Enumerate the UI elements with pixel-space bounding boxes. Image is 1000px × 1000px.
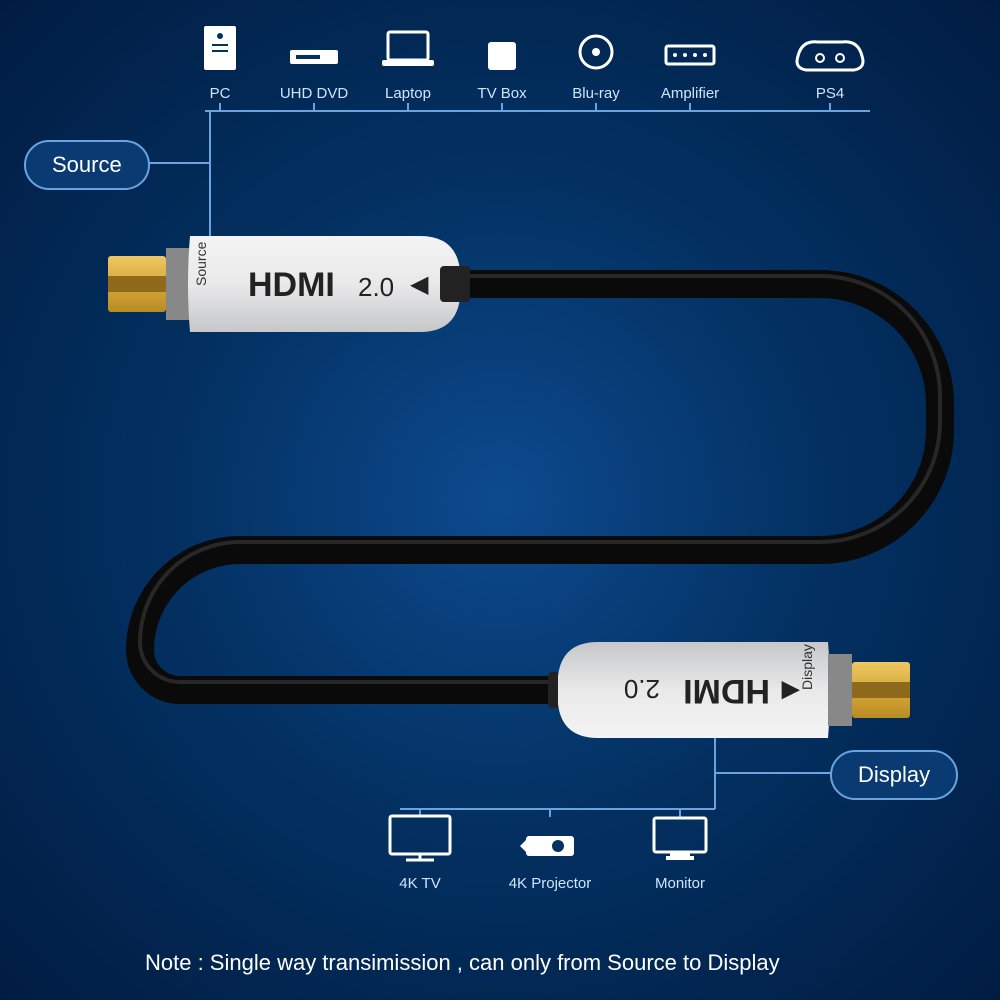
svg-text:Display: Display: [799, 644, 815, 690]
bluray-icon: [580, 36, 612, 68]
source-item-label: TV Box: [452, 85, 552, 102]
ps4-icon: [797, 42, 863, 70]
display-item-label: Monitor: [630, 875, 730, 892]
amp-icon: [666, 46, 714, 64]
monitor-icon: [654, 818, 706, 860]
svg-text:◀: ◀: [781, 678, 800, 705]
tvbox-icon: [488, 42, 516, 70]
display-item-label: 4K TV: [370, 875, 470, 892]
source-item-label: PS4: [780, 85, 880, 102]
display-item-label: 4K Projector: [500, 875, 600, 892]
laptop-icon: [382, 32, 434, 66]
svg-text:HDMI: HDMI: [683, 672, 770, 710]
svg-text:HDMI: HDMI: [248, 266, 335, 304]
svg-text:2.0: 2.0: [624, 674, 660, 704]
svg-text:◀: ◀: [410, 271, 429, 298]
source-item-label: PC: [170, 85, 270, 102]
source-item-label: Laptop: [358, 85, 458, 102]
dvd-icon: [290, 50, 338, 64]
display-label-pill: Display: [830, 750, 958, 800]
source-item-label: Amplifier: [640, 85, 740, 102]
tv-icon: [390, 816, 450, 860]
diagram-canvas: HDMI2.0◀SourceHDMI2.0◀Display: [0, 0, 1000, 1000]
display-connector: HDMI 2.0 ◀Display: [548, 642, 910, 738]
projector-icon: [520, 836, 574, 856]
svg-text:Source: Source: [193, 241, 209, 286]
source-item-label: UHD DVD: [264, 85, 364, 102]
source-label-pill: Source: [24, 140, 150, 190]
pc-icon: [204, 26, 236, 70]
svg-text:2.0: 2.0: [358, 272, 394, 302]
source-item-label: Blu-ray: [546, 85, 646, 102]
source-connector: HDMI 2.0 ◀ Source: [108, 236, 470, 332]
note-text: Note : Single way transimission , can on…: [145, 950, 780, 976]
